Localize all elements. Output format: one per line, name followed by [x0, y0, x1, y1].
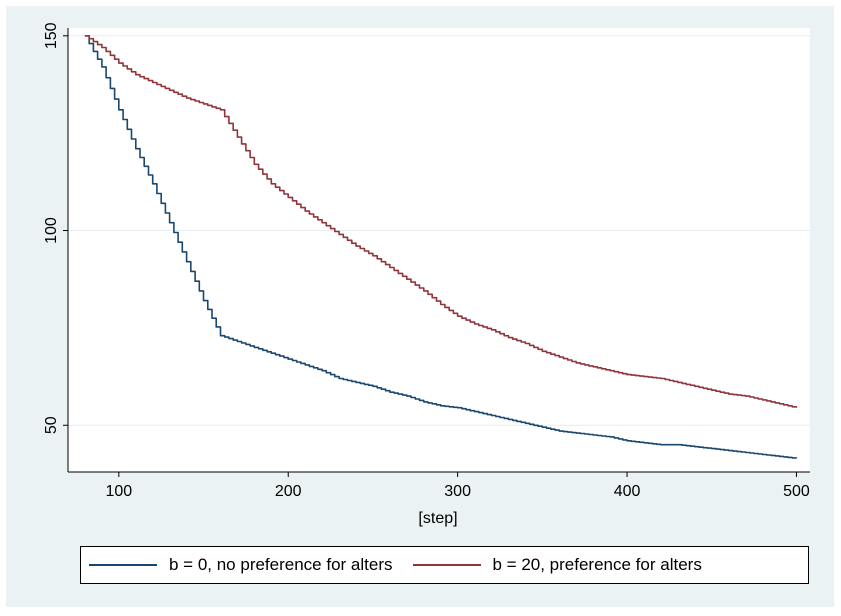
- line-chart: 50 100 150 100 200 300 400 500 [step]: [43, 22, 810, 527]
- gridlines: [68, 35, 810, 426]
- plot-area: [68, 28, 810, 472]
- y-tick-label-100: 100: [43, 217, 60, 244]
- x-axis-title: [step]: [418, 510, 457, 527]
- series-line-0: [84, 35, 798, 459]
- legend-item-b0: b = 0, no preference for alters: [89, 547, 393, 583]
- legend-swatch-b20: [412, 564, 481, 566]
- y-tick-label-50: 50: [43, 416, 60, 434]
- x-tick-label-500: 500: [783, 483, 810, 500]
- legend-item-b20: b = 20, preference for alters: [412, 547, 702, 583]
- chart-frame: 50 100 150 100 200 300 400 500 [step] b = 0, no…: [6, 6, 834, 607]
- legend-label-b20: b = 20, preference for alters: [492, 555, 702, 574]
- legend-label-b0: b = 0, no preference for alters: [169, 555, 393, 574]
- x-tick-label-400: 400: [614, 483, 641, 500]
- legend-swatch-b0: [89, 564, 157, 566]
- axes: [63, 28, 810, 477]
- x-tick-label-300: 300: [444, 483, 471, 500]
- tick-labels: 50 100 150 100 200 300 400 500: [43, 22, 810, 500]
- x-tick-label-100: 100: [105, 483, 132, 500]
- series-line-1: [84, 35, 798, 408]
- series-lines: [84, 35, 798, 459]
- x-tick-label-200: 200: [275, 483, 302, 500]
- y-tick-label-150: 150: [43, 22, 60, 49]
- legend: b = 0, no preference for alters b = 20, …: [80, 546, 809, 584]
